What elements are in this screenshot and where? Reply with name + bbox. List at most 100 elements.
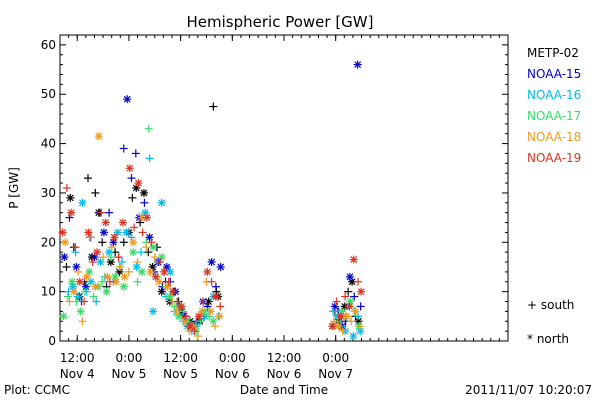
data-point	[155, 277, 164, 286]
data-point	[149, 243, 158, 252]
data-point	[209, 102, 218, 111]
data-point	[357, 287, 366, 296]
data-point	[345, 272, 354, 281]
data-point	[211, 292, 220, 301]
data-point	[351, 307, 360, 316]
data-point	[133, 258, 142, 267]
y-axis: 0 10 20 30 40 50 60	[41, 34, 508, 348]
data-point	[78, 317, 87, 326]
data-point	[186, 322, 195, 331]
data-point	[157, 253, 166, 262]
data-point	[97, 208, 106, 217]
data-point	[130, 223, 139, 232]
data-point	[76, 307, 85, 316]
data-point	[206, 307, 215, 316]
data-point	[116, 262, 125, 271]
data-point	[99, 253, 108, 262]
data-point	[155, 258, 164, 267]
data-point	[118, 258, 127, 267]
data-point	[125, 164, 134, 173]
data-point	[194, 312, 203, 321]
data-point	[102, 287, 111, 296]
data-point	[144, 248, 153, 257]
data-point	[110, 233, 119, 242]
data-point	[105, 277, 114, 286]
data-point	[207, 258, 216, 267]
data-point	[65, 297, 74, 306]
legend-entry: NOAA-16	[527, 88, 581, 102]
x-axis: 12:00 Nov 4 0:00 Nov 5 12:00 Nov 5 0:00 Nov 6 12…	[60, 35, 500, 381]
data-point	[72, 262, 81, 271]
legend-entry: NOAA-19	[527, 151, 581, 165]
data-point	[347, 317, 356, 326]
x-axis-label: Date and Time	[240, 383, 328, 397]
data-point	[330, 302, 339, 311]
data-point	[69, 287, 78, 296]
x-tick-label-date: Nov 5	[163, 367, 198, 381]
x-tick-label-time: 12:00	[60, 351, 95, 365]
data-point	[99, 228, 108, 237]
data-point	[105, 208, 114, 217]
data-point	[62, 262, 71, 271]
data-point	[71, 243, 80, 252]
x-tick-label-date: Nov 6	[267, 367, 302, 381]
data-point	[173, 297, 182, 306]
data-point	[68, 277, 77, 286]
plot-timestamp: 2011/11/07 10:20:07	[465, 383, 592, 397]
data-point	[101, 218, 110, 227]
x-tick-label-time: 0:00	[115, 351, 142, 365]
data-point	[149, 307, 158, 316]
data-point	[62, 184, 71, 192]
data-point	[114, 253, 123, 262]
data-point	[92, 297, 101, 306]
data-point	[147, 238, 156, 247]
data-point	[181, 312, 190, 321]
data-point	[96, 258, 105, 267]
data-point	[119, 238, 128, 247]
data-point	[137, 267, 146, 276]
data-point	[193, 332, 202, 341]
data-point	[338, 327, 347, 336]
data-point	[67, 208, 76, 217]
data-point	[209, 317, 218, 326]
legend-entry: METP-02	[527, 46, 579, 60]
data-point	[119, 144, 128, 153]
data-point	[160, 267, 169, 276]
data-point	[98, 277, 107, 286]
data-point	[119, 282, 128, 291]
data-point	[98, 238, 107, 247]
data-point	[94, 132, 103, 141]
chart-title: Hemispheric Power [GW]	[187, 13, 374, 31]
data-points	[58, 60, 366, 341]
data-point	[133, 277, 142, 286]
data-point	[137, 213, 146, 222]
data-point	[203, 267, 212, 276]
data-point	[207, 277, 216, 286]
marker-legend-south: + south	[527, 298, 574, 312]
y-axis-label: P [GW]	[7, 167, 21, 209]
y-tick-label: 50	[41, 87, 56, 101]
data-point	[199, 297, 208, 306]
plot-area-frame	[59, 34, 509, 342]
data-point	[138, 228, 147, 237]
data-point	[349, 332, 358, 341]
data-point	[328, 322, 337, 331]
data-point	[80, 287, 89, 296]
data-point	[157, 287, 166, 296]
data-point	[136, 248, 145, 257]
data-point	[82, 272, 91, 281]
data-point	[163, 282, 172, 291]
data-point	[150, 253, 159, 262]
data-point	[216, 302, 225, 311]
data-point	[129, 238, 138, 247]
y-tick-label: 60	[41, 38, 56, 52]
data-point	[128, 193, 137, 202]
data-point	[198, 307, 207, 316]
plot-credit: Plot: CCMC	[4, 383, 70, 397]
data-point	[129, 248, 138, 257]
data-point	[356, 302, 365, 311]
marker-legend-north: * north	[527, 332, 569, 346]
data-point	[106, 253, 115, 262]
y-tick-label: 20	[41, 235, 56, 249]
